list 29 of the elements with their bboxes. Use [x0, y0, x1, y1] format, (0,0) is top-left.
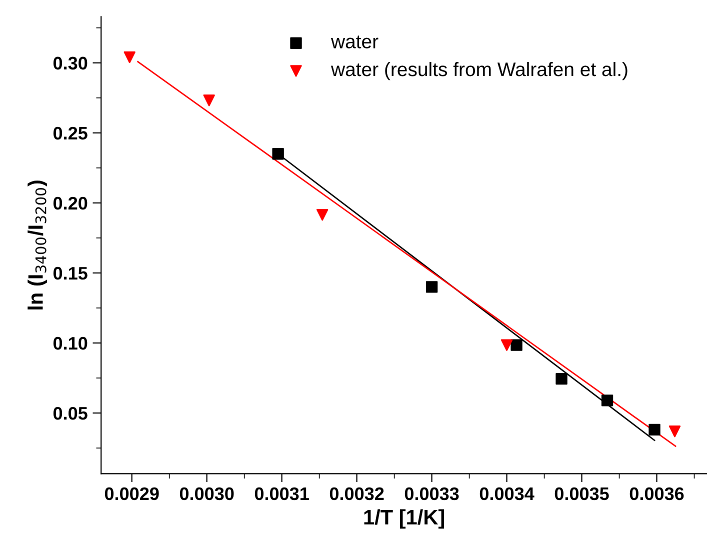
y-tick-label: 0.15	[53, 266, 88, 280]
point	[203, 94, 215, 106]
y-tick-label: 0.20	[53, 196, 88, 210]
point	[500, 339, 513, 351]
x-tick-label: 0.0033	[404, 487, 459, 500]
point	[648, 424, 660, 436]
legend-label: water	[330, 36, 378, 48]
x-tick-label: 0.0030	[180, 487, 234, 500]
x-tick-label: 0.0029	[104, 487, 159, 500]
x-axis-title: 1/T [1/K]	[364, 509, 444, 529]
point	[316, 208, 328, 221]
point	[601, 394, 614, 406]
point	[426, 281, 438, 293]
x-tick-label: 0.0032	[330, 487, 384, 500]
x-tick-label: 0.0034	[480, 487, 534, 500]
point	[124, 51, 136, 64]
point	[556, 372, 568, 385]
point	[668, 426, 681, 438]
y-tick-label: 0.25	[53, 126, 88, 140]
point	[510, 339, 522, 351]
legend-label: water (results from Walrafen et al.)	[330, 62, 628, 80]
x-tick-label: 0.0035	[554, 487, 609, 500]
x-tick-label: 0.0031	[254, 487, 309, 500]
x-tick-label: 0.0036	[630, 487, 684, 500]
point	[272, 148, 284, 160]
y-axis-title: ln (I$_{3400}$/I$_{3200}$)	[28, 180, 48, 310]
y-tick-label: 0.10	[53, 336, 88, 350]
y-tick-label: 0.30	[53, 56, 88, 70]
y-tick-label: 0.05	[53, 406, 88, 420]
